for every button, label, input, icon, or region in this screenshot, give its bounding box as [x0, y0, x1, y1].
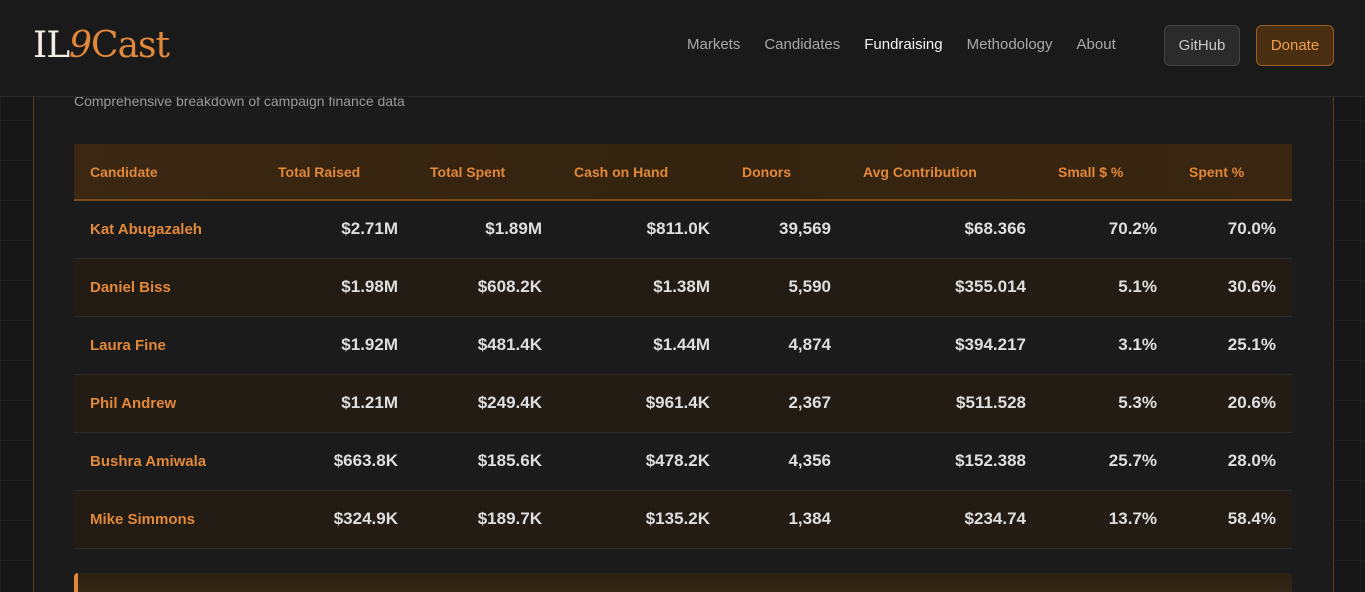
logo-text-cast: Cast — [91, 25, 170, 66]
cell-candidate-link[interactable]: Laura Fine — [90, 336, 166, 354]
cell-cash-on-hand: $811.0K — [646, 219, 710, 239]
header-small-dollar-pct[interactable]: Small $ % — [1042, 144, 1173, 201]
cell-donors: 39,569 — [779, 219, 831, 239]
header-donors[interactable]: Donors — [726, 144, 847, 201]
github-button[interactable]: GitHub — [1164, 25, 1240, 66]
cell-avg-contribution: $394.217 — [955, 335, 1026, 354]
cell-total-spent: $608.2K — [477, 277, 542, 296]
cell-total-raised: $324.9K — [333, 509, 398, 528]
cell-cash-on-hand: $1.44M — [653, 335, 710, 354]
header-total-raised[interactable]: Total Raised — [262, 144, 414, 201]
header-cash-on-hand[interactable]: Cash on Hand — [558, 144, 726, 201]
logo-text-il: IL — [33, 25, 70, 66]
donate-button[interactable]: Donate — [1256, 25, 1334, 66]
cell-spent-pct: 30.6% — [1227, 277, 1276, 296]
cell-spent-pct: 58.4% — [1227, 509, 1276, 528]
cell-cash-on-hand: $961.4K — [645, 393, 710, 412]
table-header-row: Candidate Total Raised Total Spent Cash … — [74, 144, 1292, 201]
nav-link-about[interactable]: About — [1076, 36, 1116, 53]
header-avg-contribution[interactable]: Avg Contribution — [847, 144, 1042, 201]
insight-card — [74, 573, 1292, 592]
cell-candidate-link[interactable]: Phil Andrew — [90, 394, 177, 412]
header-total-spent[interactable]: Total Spent — [414, 144, 558, 201]
nav-link-methodology[interactable]: Methodology — [966, 36, 1053, 53]
table-row: Mike Simmons $324.9K $189.7K $135.2K 1,3… — [74, 490, 1292, 548]
cell-spent-pct: 70.0% — [1227, 219, 1276, 239]
cell-donors: 5,590 — [788, 277, 831, 296]
cell-total-raised: $2.71M — [341, 219, 398, 239]
cell-small-dollar-pct: 5.1% — [1118, 277, 1157, 296]
header-candidate[interactable]: Candidate — [74, 144, 262, 201]
table-row: Kat Abugazaleh $2.71M $1.89M $811.0K 39,… — [74, 200, 1292, 258]
cell-total-raised: $663.8K — [333, 451, 398, 470]
cell-small-dollar-pct: 25.7% — [1108, 451, 1157, 470]
cell-avg-contribution: $152.388 — [955, 451, 1026, 470]
nav-link-markets[interactable]: Markets — [687, 36, 741, 53]
table-row: Laura Fine $1.92M $481.4K $1.44M 4,874 $… — [74, 316, 1292, 374]
cell-cash-on-hand: $1.38M — [653, 277, 710, 296]
header-spent-pct[interactable]: Spent % — [1173, 144, 1292, 201]
cell-donors: 2,367 — [788, 393, 831, 412]
cell-total-spent: $1.89M — [485, 219, 542, 239]
cell-candidate-link[interactable]: Bushra Amiwala — [90, 452, 207, 470]
cell-spent-pct: 28.0% — [1227, 451, 1276, 470]
cell-donors: 4,874 — [788, 335, 831, 354]
cell-total-spent: $249.4K — [477, 393, 542, 412]
cell-total-raised: $1.21M — [341, 393, 398, 412]
logo-text-9: 9 — [69, 25, 92, 66]
cell-total-raised: $1.92M — [341, 335, 398, 354]
top-navbar: IL9Cast Markets Candidates Fundraising M… — [0, 0, 1365, 97]
section-subtitle: Comprehensive breakdown of campaign fina… — [74, 93, 405, 109]
fundraising-table-container: Candidate Total Raised Total Spent Cash … — [74, 144, 1292, 549]
cell-small-dollar-pct: 70.2% — [1108, 219, 1157, 239]
cell-avg-contribution: $355.014 — [955, 277, 1026, 296]
cell-small-dollar-pct: 13.7% — [1108, 509, 1157, 528]
table-row: Daniel Biss $1.98M $608.2K $1.38M 5,590 … — [74, 258, 1292, 316]
site-logo[interactable]: IL9Cast — [33, 24, 170, 68]
table-header: Candidate Total Raised Total Spent Cash … — [74, 144, 1292, 201]
cell-total-spent: $185.6K — [477, 451, 542, 470]
cell-small-dollar-pct: 5.3% — [1118, 393, 1157, 412]
cell-total-raised: $1.98M — [341, 277, 398, 296]
table-row: Bushra Amiwala $663.8K $185.6K $478.2K 4… — [74, 432, 1292, 490]
cell-spent-pct: 25.1% — [1227, 335, 1276, 354]
cell-spent-pct: 20.6% — [1227, 393, 1276, 412]
cell-cash-on-hand: $135.2K — [645, 509, 710, 528]
cell-small-dollar-pct: 3.1% — [1118, 335, 1157, 354]
table-body: Kat Abugazaleh $2.71M $1.89M $811.0K 39,… — [74, 200, 1292, 548]
cell-donors: 4,356 — [788, 451, 831, 470]
cell-candidate-link[interactable]: Daniel Biss — [90, 278, 171, 296]
nav-link-candidates[interactable]: Candidates — [764, 36, 841, 53]
cell-avg-contribution: $68.366 — [964, 219, 1026, 239]
cell-total-spent: $481.4K — [477, 335, 542, 354]
fundraising-table: Candidate Total Raised Total Spent Cash … — [74, 144, 1292, 549]
nav-link-fundraising[interactable]: Fundraising — [864, 36, 943, 53]
cell-candidate-link[interactable]: Mike Simmons — [90, 510, 196, 528]
cell-avg-contribution: $511.528 — [956, 393, 1026, 412]
cell-candidate-link[interactable]: Kat Abugazaleh — [90, 220, 202, 238]
cell-total-spent: $189.7K — [477, 509, 542, 528]
nav-links: Markets Candidates Fundraising Methodolo… — [687, 35, 1116, 55]
cell-avg-contribution: $234.74 — [964, 509, 1026, 528]
cell-cash-on-hand: $478.2K — [645, 451, 710, 470]
cell-donors: 1,384 — [788, 509, 831, 528]
table-row: Phil Andrew $1.21M $249.4K $961.4K 2,367… — [74, 374, 1292, 432]
